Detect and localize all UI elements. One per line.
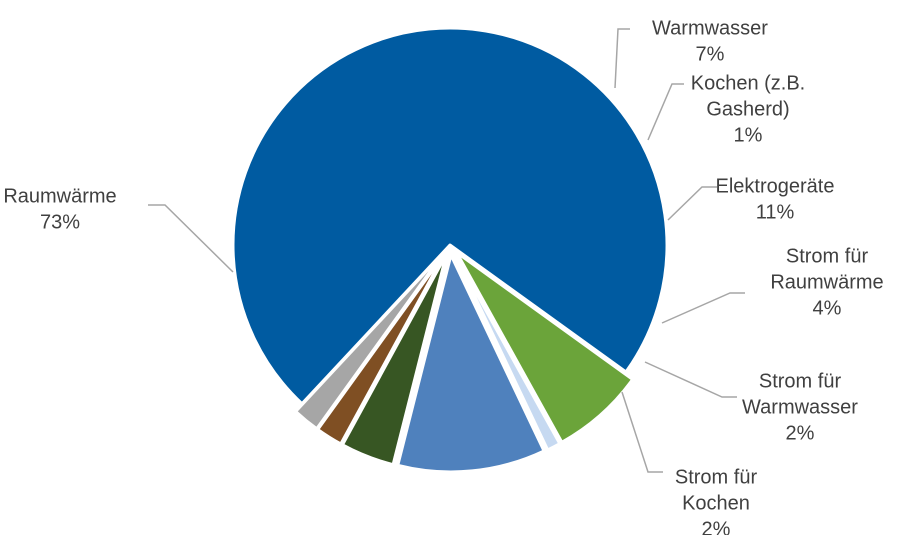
slice-category-label: Raumwärme — [3, 185, 116, 207]
leader-line — [614, 28, 630, 89]
slice-value-label: 4% — [813, 297, 842, 319]
slice-value-label: 11% — [756, 201, 795, 223]
slice-category-label: Warmwasser — [742, 396, 858, 418]
leader-line — [148, 204, 234, 273]
pie-slice-strom-für-kochen — [294, 251, 446, 431]
slice-value-label: 1% — [734, 124, 763, 146]
slice-category-label: Strom für — [675, 466, 758, 488]
slice-value-label: 2% — [786, 422, 815, 444]
slice-category-label: Kochen (z.B. — [691, 72, 806, 94]
leader-line — [667, 186, 717, 221]
leader-line — [621, 391, 663, 473]
pie-slice-elektrogeräte — [396, 253, 546, 474]
slice-category-label: Raumwärme — [770, 271, 883, 293]
slice-labels: Raumwärme 73% Warmwasser 7% Kochen (z.B. Gash… — [3, 17, 883, 535]
pie-slice-strom-für-raumwärme — [340, 252, 448, 467]
leader-line — [661, 292, 745, 324]
slice-category-label: Strom für — [786, 245, 869, 267]
leader-line — [647, 83, 684, 141]
slice-value-label: 7% — [696, 43, 725, 65]
pie-slice-kochen-z-b-gasherd — [453, 252, 562, 452]
slice-category-label: Kochen — [682, 492, 750, 514]
slice-category-label: Elektrogeräte — [716, 175, 835, 197]
slice-category-label: Strom für — [759, 370, 842, 392]
slice-value-label: 2% — [702, 518, 731, 535]
slice-value-label: 73% — [40, 211, 80, 233]
pie-slices — [231, 26, 669, 474]
slice-category-label: Gasherd) — [706, 98, 789, 120]
slice-category-label: Warmwasser — [652, 17, 768, 39]
pie-slice-warmwasser — [455, 250, 635, 444]
leader-line — [644, 361, 737, 398]
pie-slice-raumwärme — [231, 26, 669, 406]
